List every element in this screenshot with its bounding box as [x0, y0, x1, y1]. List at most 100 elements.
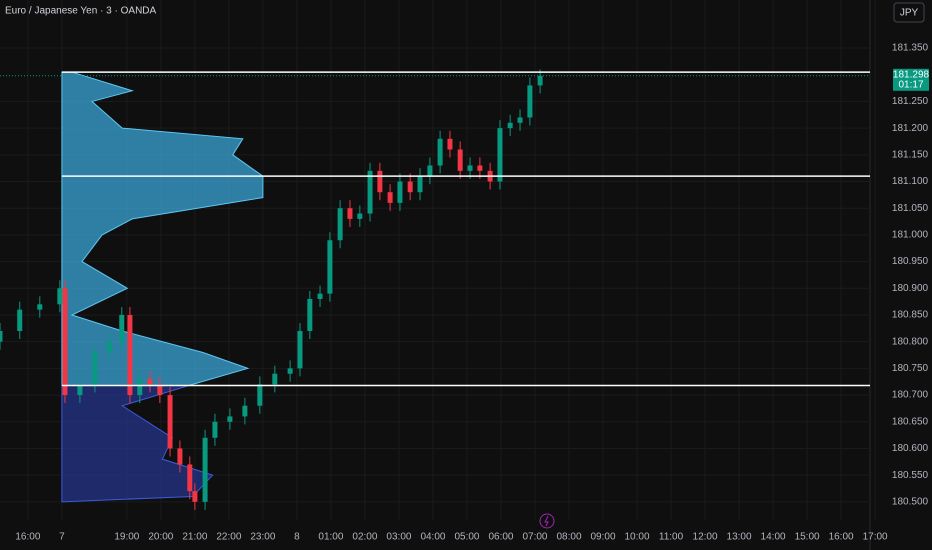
candle-body [257, 384, 263, 406]
y-tick-label: 181.200 [892, 123, 929, 134]
candle-body [92, 352, 98, 385]
candle-body [107, 341, 113, 353]
x-tick-label: 8 [294, 532, 300, 543]
candle-body [272, 373, 278, 385]
y-tick-label: 181.100 [892, 176, 929, 187]
candle-body [467, 165, 473, 171]
last-price-box [893, 68, 929, 91]
profile-lower [61, 385, 214, 503]
candle-body [317, 293, 323, 299]
candle-body [187, 464, 193, 492]
candle-body [0, 331, 3, 342]
x-tick-label: 22:00 [216, 532, 241, 543]
x-tick-label: 21:00 [182, 532, 207, 543]
candle-body [357, 213, 363, 219]
candle-body [307, 298, 313, 332]
y-tick-label: 181.350 [892, 43, 929, 54]
candle-body [177, 448, 183, 465]
candle-body [387, 192, 393, 203]
candle-body [377, 170, 383, 193]
y-tick-label: 180.950 [892, 256, 929, 267]
candle-body [242, 405, 248, 417]
x-tick-label: 02:00 [352, 532, 377, 543]
x-tick-label: 19:00 [114, 532, 139, 543]
candle-body [57, 288, 63, 305]
candle-body [497, 128, 503, 182]
x-tick-label: 09:00 [590, 532, 615, 543]
candle-body [127, 314, 133, 396]
y-tick-label: 181.000 [892, 230, 929, 241]
y-tick-label: 180.650 [892, 416, 929, 427]
candle-body [397, 181, 403, 203]
x-tick-label: 04:00 [420, 532, 445, 543]
x-tick-label: 03:00 [386, 532, 411, 543]
candle-body [37, 304, 43, 310]
x-tick-label: 08:00 [556, 532, 581, 543]
candle-body [337, 208, 343, 241]
candle-body [202, 437, 208, 502]
x-tick-label: 20:00 [148, 532, 173, 543]
x-tick-label: 15:00 [795, 532, 820, 543]
y-tick-label: 180.600 [892, 443, 929, 454]
candle-body [477, 165, 483, 171]
x-tick-label: 06:00 [488, 532, 513, 543]
x-tick-label: 10:00 [625, 532, 650, 543]
profile-upper [61, 71, 264, 386]
y-tick-label: 180.700 [892, 390, 929, 401]
y-tick-label: 180.900 [892, 283, 929, 294]
x-tick-label: 07:00 [522, 532, 547, 543]
y-tick-label: 180.800 [892, 336, 929, 347]
candle-body [212, 421, 218, 438]
x-tick-label: 01:00 [318, 532, 343, 543]
candle-body [77, 384, 83, 396]
countdown-label: 01:17 [898, 79, 923, 90]
x-tick-label: 7 [59, 532, 65, 543]
candle-body [62, 288, 68, 396]
candle-body [192, 491, 198, 502]
candle-body [137, 379, 143, 396]
candles [0, 69, 543, 510]
candle-body [367, 170, 373, 214]
volume-profile [61, 71, 264, 503]
x-tick-label: 12:00 [693, 532, 718, 543]
currency-button[interactable] [893, 2, 925, 23]
x-tick-label: 11:00 [659, 532, 684, 543]
candle-body [119, 314, 125, 342]
chart-title: Euro / Japanese Yen · 3 · OANDA [5, 6, 157, 17]
x-tick-label: 05:00 [454, 532, 479, 543]
candle-body [407, 181, 413, 193]
last-price-label: 181.298 [893, 69, 930, 80]
y-tick-label: 181.150 [892, 149, 929, 160]
candle-body [447, 138, 453, 150]
candle-body [297, 331, 303, 369]
candle-body [507, 122, 513, 129]
candle-body [17, 309, 23, 332]
axes: 181.350 181.250 181.200 181.150 181.100 181.0… [0, 43, 930, 543]
currency-label: JPY [900, 8, 919, 19]
candle-body [287, 368, 293, 374]
y-tick-label: 181.050 [892, 203, 929, 214]
candle-body [327, 240, 333, 294]
event-bolt [544, 515, 549, 527]
event-icon[interactable] [539, 513, 555, 529]
x-tick-label: 13:00 [727, 532, 752, 543]
candle-body [167, 395, 173, 449]
x-tick-label: 17:00 [863, 532, 888, 543]
candle-body [437, 138, 443, 166]
candle-body [427, 165, 433, 177]
candle-body [527, 85, 533, 118]
candle-body [347, 208, 353, 219]
x-tick-label: 16:00 [829, 532, 854, 543]
candle-body [457, 149, 463, 171]
y-tick-label: 180.550 [892, 470, 929, 481]
candle-body [157, 384, 163, 396]
candle-body [227, 416, 233, 422]
y-tick-label: 180.750 [892, 363, 929, 374]
y-tick-label: 180.500 [892, 496, 929, 507]
y-tick-label: 181.250 [892, 96, 929, 107]
x-tick-label: 23:00 [250, 532, 275, 543]
candle-body [517, 117, 523, 123]
candle-body [417, 176, 423, 193]
x-tick-label: 14:00 [761, 532, 786, 543]
